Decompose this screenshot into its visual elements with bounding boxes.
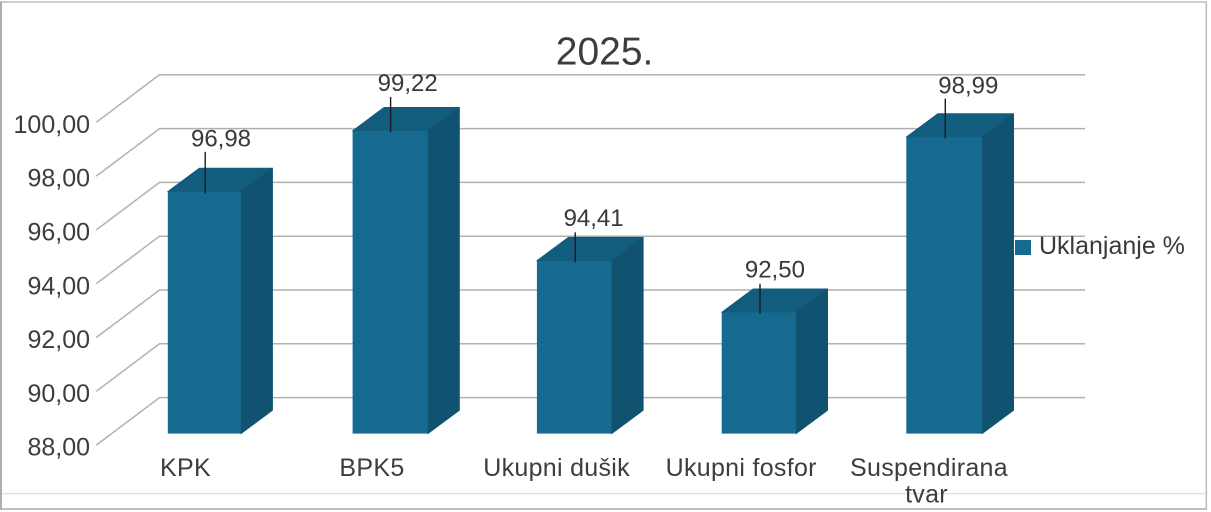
svg-text:Ukupni fosfor: Ukupni fosfor	[666, 454, 817, 482]
svg-text:Suspendirana: Suspendirana	[850, 454, 1008, 482]
svg-text:Uklanjanje %: Uklanjanje %	[1039, 232, 1185, 260]
svg-text:BPK5: BPK5	[339, 454, 404, 482]
svg-text:Ukupni dušik: Ukupni dušik	[483, 454, 630, 482]
svg-text:KPK: KPK	[160, 454, 211, 482]
svg-text:100,00: 100,00	[14, 111, 90, 139]
svg-text:99,22: 99,22	[378, 70, 438, 97]
svg-text:94,41: 94,41	[564, 205, 624, 232]
svg-text:94,00: 94,00	[27, 272, 90, 300]
svg-text:2025.: 2025.	[556, 31, 654, 74]
svg-text:tvar: tvar	[905, 481, 948, 509]
svg-text:92,00: 92,00	[27, 326, 90, 354]
svg-text:90,00: 90,00	[27, 380, 90, 408]
svg-text:96,00: 96,00	[27, 219, 90, 247]
svg-text:96,98: 96,98	[191, 125, 251, 152]
svg-text:98,00: 98,00	[27, 165, 90, 193]
svg-text:88,00: 88,00	[27, 434, 90, 462]
svg-text:92,50: 92,50	[745, 256, 805, 283]
svg-text:98,99: 98,99	[938, 72, 998, 99]
